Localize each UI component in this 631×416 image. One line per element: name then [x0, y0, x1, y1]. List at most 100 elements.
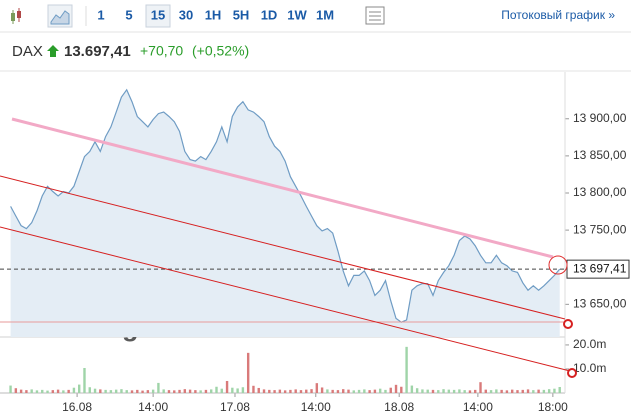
volume-bar	[273, 390, 276, 393]
volume-bar	[278, 389, 282, 393]
volume-bar	[510, 389, 514, 393]
volume-bar	[484, 389, 487, 393]
volume-bar	[394, 384, 398, 393]
channel-handle[interactable]	[567, 368, 577, 378]
volume-bar	[415, 388, 419, 393]
volume-bar	[25, 390, 28, 393]
interval-button[interactable]: 1H	[205, 7, 222, 22]
change: +70,70	[140, 43, 183, 59]
x-tick-label: 16.08	[62, 400, 92, 414]
volume-bar	[78, 384, 81, 393]
interval-button[interactable]: 15	[151, 7, 165, 22]
volume-bar	[310, 389, 313, 393]
volume-bar	[268, 389, 271, 393]
volume-bar	[194, 390, 197, 393]
volume-bar	[532, 390, 535, 393]
volume-bar	[458, 389, 461, 393]
volume-bar	[236, 388, 239, 393]
volume-bar	[526, 389, 530, 393]
volume-bar	[157, 382, 160, 393]
volume-bar	[331, 389, 334, 393]
candles-icon[interactable]	[11, 8, 21, 24]
volume-bar	[72, 387, 76, 393]
volume-bar	[378, 388, 382, 393]
volume-tick-label: 20.0m	[573, 337, 606, 351]
volume-bar	[336, 390, 340, 393]
channel-line[interactable]	[0, 226, 571, 372]
volume-bar	[252, 385, 255, 393]
volume-bar	[342, 389, 345, 393]
area-fill	[10, 89, 560, 337]
volume-bar	[542, 389, 546, 393]
volume-bar	[225, 380, 229, 393]
volume-bar	[35, 390, 39, 393]
volume-bar	[162, 389, 165, 393]
volume-bar	[41, 389, 44, 393]
trend-handle[interactable]	[548, 255, 568, 275]
x-tick-label: 18:00	[538, 400, 568, 414]
volume-bar	[389, 387, 392, 393]
symbol: DAX	[12, 43, 43, 60]
volume-bar	[46, 390, 49, 393]
price: 13.697,41	[64, 43, 131, 60]
volume-bar	[178, 389, 181, 393]
volume-bar	[447, 389, 451, 393]
volume-bar	[468, 390, 472, 393]
channel-handle[interactable]	[563, 319, 573, 329]
trend-line[interactable]	[11, 117, 554, 259]
volume-bar	[99, 389, 102, 393]
streaming-link[interactable]: Потоковый график »	[501, 8, 615, 22]
volume-bar	[463, 390, 466, 393]
interval-button[interactable]: 5	[125, 7, 132, 22]
volume-bar	[289, 389, 292, 393]
volume-bar	[400, 386, 403, 393]
volume-bar	[136, 389, 139, 393]
interval-button[interactable]: 30	[179, 7, 193, 22]
volume-bar	[151, 389, 155, 393]
volume-bar	[363, 389, 366, 393]
volume-bar	[479, 382, 482, 393]
volume-bar	[474, 389, 477, 393]
volume-bar	[553, 388, 556, 393]
volume-bar	[9, 385, 12, 393]
channel-line[interactable]	[0, 175, 566, 320]
volume-bar	[51, 390, 55, 393]
volume-bar	[215, 386, 218, 393]
volume-bar	[210, 389, 213, 393]
volume-bar	[130, 390, 134, 393]
volume-bar	[405, 346, 408, 393]
volume-bar	[315, 383, 319, 393]
y-tick-label: 13 650,00	[573, 297, 627, 311]
interval-button[interactable]: 1D	[261, 7, 278, 22]
volume-bar	[495, 389, 498, 393]
volume-bar	[368, 390, 371, 393]
quote-header: DAX 13.697,41 +70,70 (+0,52%)	[12, 43, 249, 60]
x-tick-label: 18.08	[384, 400, 414, 414]
volume-bar	[104, 389, 107, 393]
interval-button[interactable]: 1	[97, 7, 104, 22]
volume-bar	[421, 389, 424, 393]
volume-bar	[204, 389, 208, 393]
interval-button[interactable]: 1W	[287, 7, 307, 22]
volume-bar	[352, 390, 355, 393]
interval-button[interactable]: 1M	[316, 7, 334, 22]
volume-bar	[141, 390, 144, 393]
volume-bar	[537, 389, 540, 393]
volume-bar	[114, 389, 118, 393]
volume-bar	[199, 390, 202, 393]
interval-button[interactable]: 5H	[233, 7, 250, 22]
area-icon[interactable]	[47, 4, 73, 28]
volume-bar	[452, 389, 456, 393]
x-tick-label: 14:00	[301, 400, 331, 414]
volume-bar	[109, 390, 113, 393]
volume-bar	[14, 388, 18, 393]
volume-bar	[146, 390, 150, 393]
volume-bar	[410, 385, 414, 393]
settings-icon[interactable]	[365, 6, 385, 25]
volume-bar	[500, 389, 503, 393]
volume-bar	[521, 389, 524, 393]
x-tick-label: 14:00	[463, 400, 493, 414]
change-percent: (+0,52%)	[192, 43, 249, 59]
